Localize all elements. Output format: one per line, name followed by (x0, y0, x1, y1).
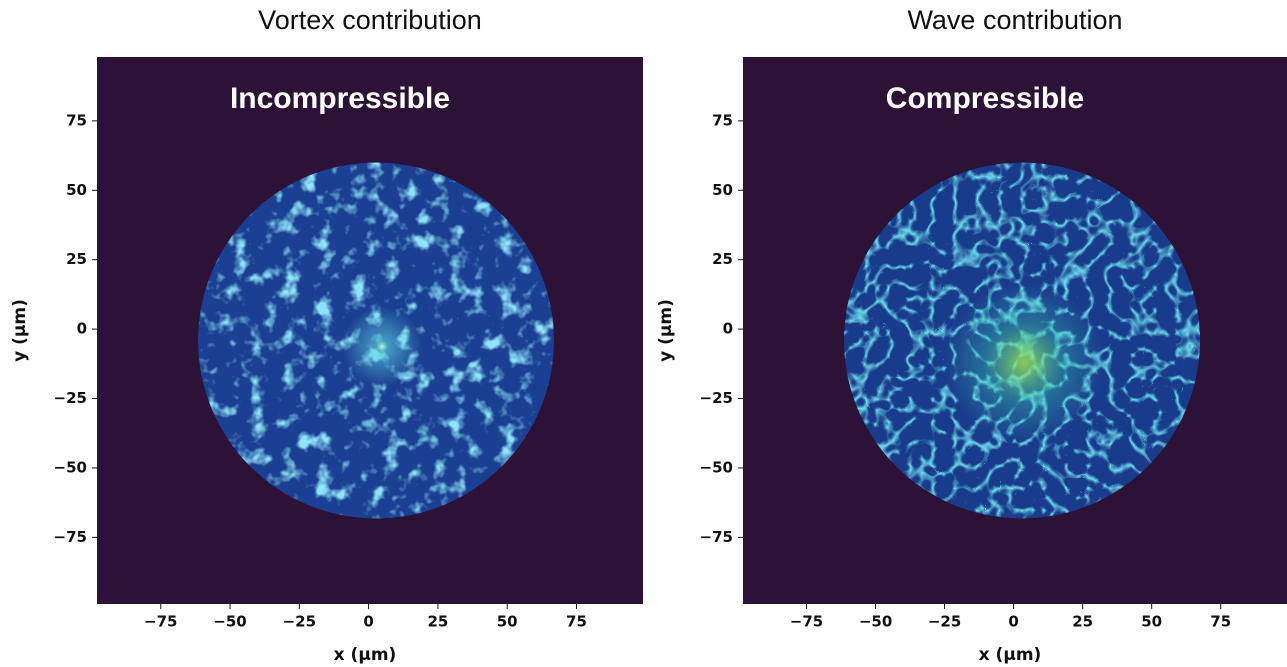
y-tick-label: 25 (66, 250, 87, 268)
x-tick-label: −25 (283, 613, 316, 631)
y-tick-label: −75 (700, 528, 733, 546)
y-tick-label: 75 (712, 111, 733, 129)
field-glow (944, 282, 1104, 443)
annotation: Compressible (886, 82, 1084, 115)
x-tick-label: 50 (1141, 613, 1162, 631)
x-tick-label: 75 (566, 613, 587, 631)
y-tick-label: 0 (77, 320, 87, 338)
x-tick-label: −25 (928, 613, 961, 631)
y-tick-label: −25 (54, 389, 87, 407)
y-tick-label: 25 (712, 250, 733, 268)
field (198, 162, 554, 519)
x-tick-label: −75 (144, 613, 177, 631)
y-tick-label: 75 (66, 111, 87, 129)
panel-title: Vortex contribution (258, 5, 482, 35)
y-tick-label: 50 (66, 181, 87, 199)
x-tick-label: 25 (1072, 613, 1093, 631)
field-glow (342, 306, 422, 387)
annotation: Incompressible (230, 82, 450, 115)
y-tick-label: −50 (700, 458, 733, 476)
field (844, 162, 1200, 519)
x-axis-label: x (µm) (334, 645, 397, 665)
x-axis-label: x (µm) (979, 645, 1042, 665)
y-axis-label: y (µm) (10, 299, 30, 362)
y-tick-label: 50 (712, 181, 733, 199)
y-tick-label: 0 (723, 320, 733, 338)
x-tick-label: 75 (1210, 613, 1231, 631)
y-tick-label: −25 (700, 389, 733, 407)
y-tick-label: −50 (54, 458, 87, 476)
x-tick-label: 25 (427, 613, 448, 631)
y-tick-label: −75 (54, 528, 87, 546)
y-axis-label: y (µm) (656, 299, 676, 362)
x-tick-label: 0 (1008, 613, 1018, 631)
panel-title: Wave contribution (907, 5, 1122, 35)
x-tick-label: 50 (497, 613, 518, 631)
x-tick-label: 0 (363, 613, 373, 631)
x-tick-label: −75 (790, 613, 823, 631)
x-tick-label: −50 (213, 613, 246, 631)
x-tick-label: −50 (859, 613, 892, 631)
